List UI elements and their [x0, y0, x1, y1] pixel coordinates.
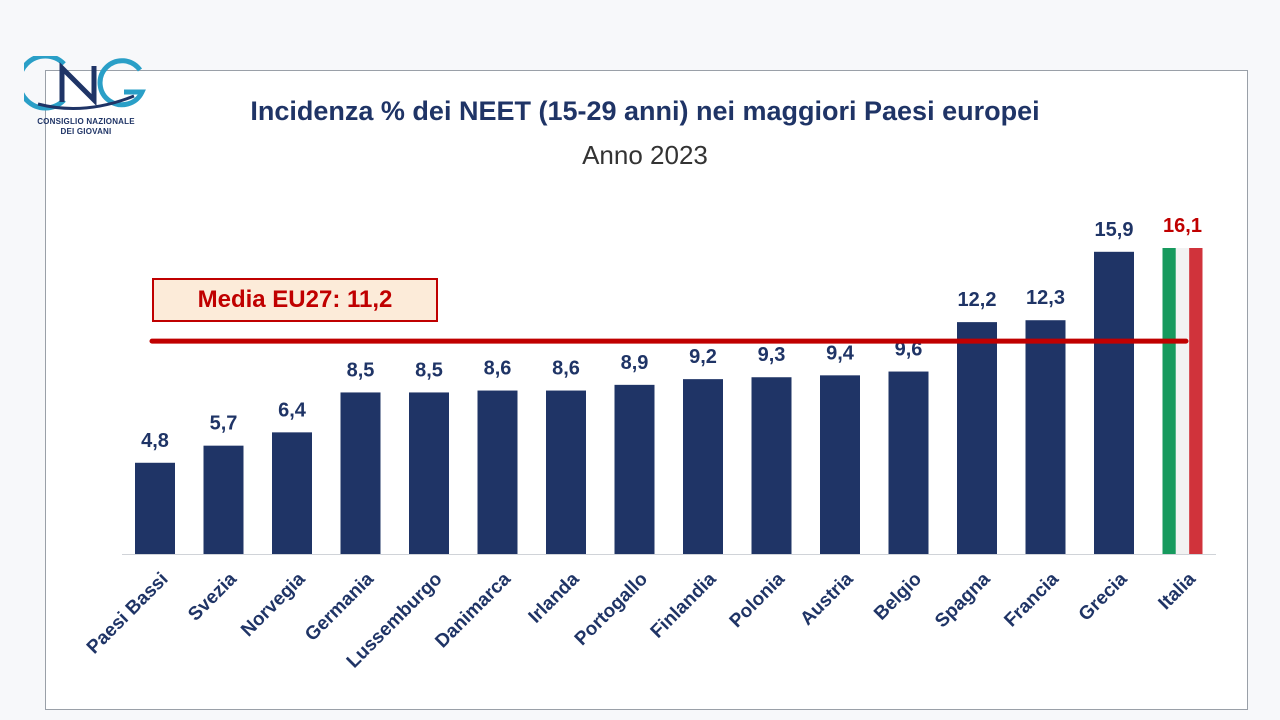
bar-grecia: [1094, 251, 1134, 554]
category-label-paesi-bassi: Paesi Bassi: [83, 569, 173, 659]
category-label-austria: Austria: [796, 568, 857, 629]
bar-portogallo: [614, 384, 655, 554]
category-label-polonia: Polonia: [726, 568, 790, 632]
value-label-portogallo: 8,9: [621, 352, 649, 374]
bar-danimarca: [477, 390, 518, 554]
value-label-spagna: 12,2: [958, 289, 997, 311]
value-label-lussemburgo: 8,5: [415, 359, 443, 381]
bar-italia-green: [1162, 248, 1176, 554]
value-label-germania: 8,5: [347, 359, 375, 381]
category-label-danimarca: Danimarca: [431, 568, 515, 652]
cng-logo: [24, 56, 146, 111]
category-label-norvegia: Norvegia: [237, 568, 310, 641]
logo-caption: CONSIGLIO NAZIONALE DEI GIOVANI: [30, 117, 142, 137]
chart-subtitle: Anno 2023: [582, 140, 708, 170]
value-label-austria: 9,4: [826, 342, 855, 364]
bar-italia-white: [1175, 248, 1190, 554]
value-label-grecia: 15,9: [1095, 219, 1134, 241]
value-label-norvegia: 6,4: [278, 399, 307, 421]
category-label-grecia: Grecia: [1075, 568, 1132, 625]
bar-italia-red: [1189, 248, 1203, 554]
bar-svezia: [203, 445, 244, 554]
value-label-polonia: 9,3: [758, 344, 786, 366]
category-label-finlandia: Finlandia: [647, 568, 721, 642]
value-label-belgio: 9,6: [895, 339, 923, 361]
bar-belgio: [888, 371, 929, 554]
category-label-irlanda: Irlanda: [525, 568, 584, 627]
category-label-italia: Italia: [1155, 568, 1201, 614]
category-label-spagna: Spagna: [931, 568, 995, 632]
category-label-francia: Francia: [1000, 568, 1063, 631]
bar-austria: [820, 375, 860, 554]
chart-title: Incidenza % dei NEET (15-29 anni) nei ma…: [250, 96, 1040, 126]
value-label-svezia: 5,7: [210, 413, 238, 435]
value-label-paesi-bassi: 4,8: [141, 430, 169, 452]
bar-spagna: [957, 322, 997, 554]
bar-germania: [340, 392, 381, 554]
category-label-belgio: Belgio: [870, 569, 926, 625]
logo-caption-line2: DEI GIOVANI: [60, 127, 112, 136]
bar-norvegia: [272, 432, 312, 554]
bar-lussemburgo: [409, 392, 449, 554]
value-label-francia: 12,3: [1026, 287, 1065, 309]
eu-average-label: Media EU27: 11,2: [152, 278, 438, 322]
value-label-italia: 16,1: [1163, 215, 1202, 237]
category-label-portogallo: Portogallo: [571, 569, 652, 650]
value-label-irlanda: 8,6: [552, 358, 580, 380]
bar-paesi-bassi: [135, 462, 175, 554]
value-label-danimarca: 8,6: [484, 358, 512, 380]
logo-caption-line1: CONSIGLIO NAZIONALE: [37, 117, 135, 126]
bar-irlanda: [546, 390, 586, 554]
category-label-svezia: Svezia: [184, 568, 241, 625]
bar-polonia: [751, 377, 792, 554]
bar-francia: [1025, 320, 1066, 554]
value-label-finlandia: 9,2: [689, 346, 717, 368]
bar-finlandia: [683, 379, 723, 554]
